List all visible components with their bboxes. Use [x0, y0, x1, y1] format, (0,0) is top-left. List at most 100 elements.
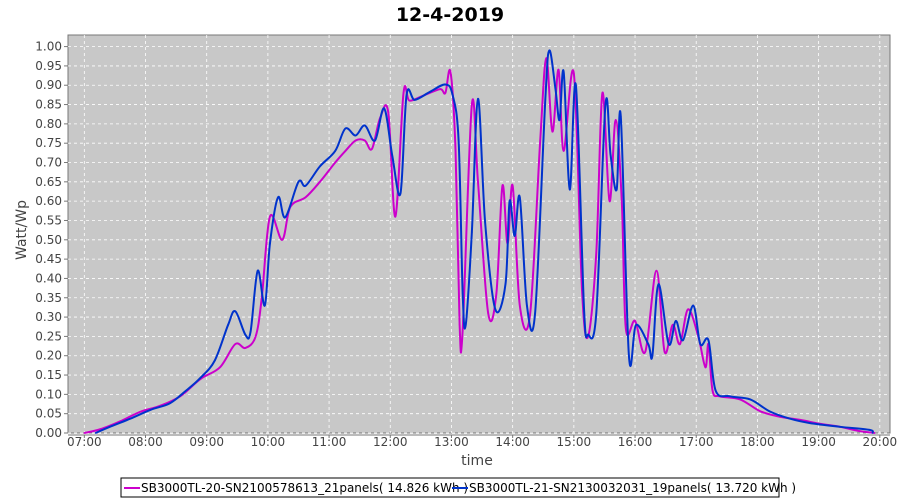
series-lines	[83, 49, 876, 434]
data-point	[304, 196, 307, 199]
data-point	[444, 83, 447, 86]
data-point	[619, 115, 622, 117]
data-point	[671, 324, 674, 326]
y-tick-label: 0.55	[35, 213, 62, 227]
data-point	[444, 92, 447, 94]
data-point	[647, 343, 650, 345]
y-tick-label: 0.85	[35, 98, 62, 112]
data-point	[501, 184, 504, 187]
x-tick-label: 16:00	[618, 435, 653, 449]
data-point	[487, 312, 489, 315]
data-point	[494, 308, 497, 311]
data-point	[557, 68, 560, 71]
data-point	[873, 432, 876, 434]
y-tick-label: 0.35	[35, 291, 62, 305]
data-point	[94, 432, 97, 434]
x-tick-label: 10:00	[251, 435, 286, 449]
data-point	[583, 308, 585, 311]
data-point	[477, 181, 479, 183]
data-point	[477, 97, 479, 100]
data-point	[625, 327, 627, 330]
data-point	[383, 107, 385, 110]
x-tick-label: 18:00	[740, 435, 775, 449]
y-axis: 0.00 0.05 0.10 0.15 0.20 0.25 0.30 0.35 0.40 0.45…	[35, 40, 68, 440]
data-point	[667, 343, 670, 345]
data-point	[511, 184, 514, 187]
y-tick-label: 0.65	[35, 175, 62, 189]
data-point	[129, 417, 132, 420]
data-point	[634, 320, 636, 322]
data-point	[244, 334, 247, 336]
data-point	[371, 148, 373, 150]
data-point	[544, 99, 547, 101]
x-tick-label: 17:00	[679, 435, 714, 449]
data-point	[729, 395, 731, 398]
data-point	[184, 390, 187, 393]
data-point	[461, 293, 464, 295]
data-point	[304, 184, 307, 187]
data-point	[608, 200, 611, 202]
data-point	[408, 99, 411, 102]
data-point	[219, 366, 221, 369]
y-tick-label: 0.05	[35, 407, 62, 421]
data-point	[457, 139, 460, 142]
data-point	[595, 312, 598, 315]
data-point	[471, 231, 473, 233]
data-point	[169, 402, 171, 405]
data-point	[871, 432, 874, 434]
data-point	[464, 324, 467, 326]
data-point	[139, 410, 142, 413]
data-point	[839, 426, 841, 428]
data-point	[601, 92, 604, 94]
data-point	[264, 304, 266, 307]
data-point	[573, 72, 575, 75]
data-point	[692, 304, 694, 307]
x-tick-label: 07:00	[67, 435, 102, 449]
x-tick-label: 13:00	[434, 435, 469, 449]
y-tick-label: 0.10	[35, 387, 62, 401]
data-point	[657, 283, 660, 286]
y-tick-label: 1.00	[35, 40, 62, 54]
data-point	[319, 181, 321, 183]
data-point	[284, 216, 287, 219]
data-point	[334, 161, 337, 164]
data-point	[83, 432, 86, 434]
y-tick-label: 0.80	[35, 117, 62, 131]
data-point	[759, 410, 762, 413]
data-point	[587, 333, 589, 336]
data-point	[558, 119, 561, 121]
data-point	[249, 330, 252, 333]
data-point	[620, 200, 623, 202]
data-point	[399, 192, 402, 195]
data-point	[495, 293, 498, 295]
legend-entry-series-2: SB3000TL-21-SN2130032031_19panels( 13.72…	[469, 481, 796, 495]
data-point	[439, 88, 442, 90]
data-point	[808, 422, 811, 424]
series-2-points	[94, 49, 874, 434]
data-point	[858, 430, 861, 432]
data-point	[269, 242, 271, 245]
data-point	[374, 139, 376, 142]
data-point	[269, 215, 271, 218]
y-tick-label: 0.45	[35, 252, 62, 266]
gridlines	[68, 35, 890, 434]
data-point	[595, 252, 598, 254]
y-tick-label: 0.95	[35, 59, 62, 73]
data-point	[554, 88, 557, 90]
data-point	[234, 343, 237, 345]
chart-title: 12-4-2019	[396, 4, 504, 26]
data-point	[614, 119, 617, 121]
data-point	[297, 181, 300, 183]
data-point	[149, 409, 152, 411]
y-tick-label: 0.25	[35, 329, 62, 343]
plot-area	[67, 34, 891, 434]
data-point	[451, 93, 454, 96]
data-point	[214, 359, 216, 362]
data-point	[281, 238, 283, 241]
data-point	[402, 92, 405, 94]
data-point	[529, 314, 531, 316]
x-tick-label: 09:00	[189, 435, 224, 449]
x-axis-label: time	[461, 453, 493, 469]
data-point	[458, 324, 461, 326]
